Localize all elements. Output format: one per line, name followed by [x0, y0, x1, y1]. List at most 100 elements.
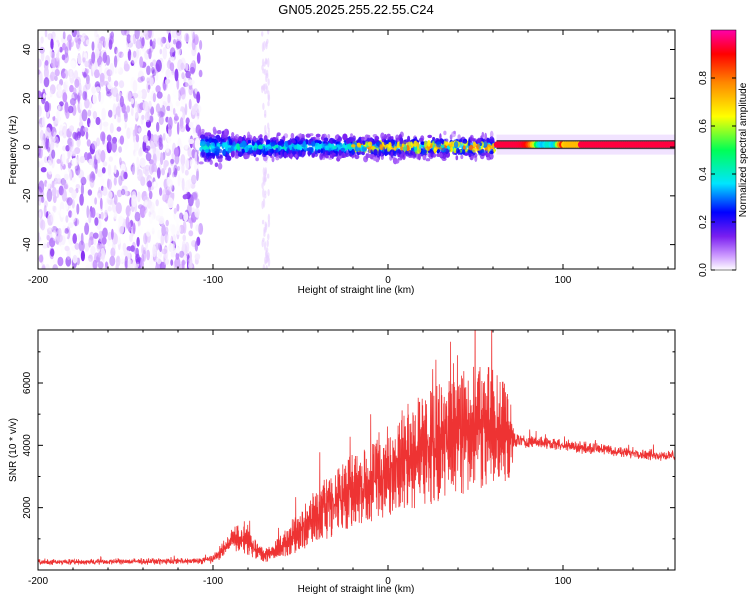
noise-cell [93, 158, 98, 170]
noise-cell [99, 174, 106, 185]
noise-cell [49, 237, 56, 248]
ridge-cell [453, 141, 459, 149]
noise-cell [115, 48, 120, 58]
noise-cell [180, 200, 185, 209]
noise-cell [190, 171, 194, 180]
streak-cell [267, 101, 270, 107]
heatmap-y-tick-label: -20 [22, 188, 33, 203]
noise-cell [149, 205, 154, 214]
streak-cell [265, 40, 268, 47]
noise-cell [101, 236, 107, 245]
ridge-cell [314, 139, 320, 144]
ridge-cell [350, 133, 353, 137]
noise-cell [152, 171, 158, 179]
noise-cell [175, 40, 182, 49]
ridge-cell [397, 157, 403, 161]
noise-cell [61, 72, 66, 79]
noise-cell [68, 210, 73, 218]
noise-cell [108, 156, 114, 162]
noise-cell [194, 137, 201, 151]
noise-cell [132, 80, 138, 93]
streak-cell [262, 198, 266, 208]
noise-cell [82, 57, 86, 63]
noise-cell [54, 209, 60, 215]
noise-cell [188, 121, 194, 129]
ridge-cell [389, 149, 395, 153]
noise-cell [118, 215, 124, 226]
ridge-cell [392, 157, 398, 165]
noise-cell [104, 209, 108, 218]
noise-cell [52, 230, 57, 242]
noise-cell [127, 259, 134, 269]
noise-cell [140, 258, 144, 269]
noise-cell [53, 131, 57, 142]
ridge-cell [421, 147, 427, 155]
noise-cell [45, 127, 51, 139]
ridge-cell [388, 142, 392, 149]
noise-cell [86, 74, 90, 85]
noise-cell [161, 248, 168, 255]
ridge-cell [358, 137, 362, 144]
noise-cell [144, 135, 149, 142]
noise-cell [191, 30, 195, 40]
noise-cell [112, 86, 119, 98]
ridge-cell [372, 156, 376, 161]
noise-cell [123, 111, 128, 123]
noise-cell [64, 173, 69, 181]
noise-cell [162, 46, 167, 60]
noise-cell [38, 208, 43, 219]
noise-cell [113, 55, 118, 68]
noise-cell [92, 111, 98, 120]
noise-cell [141, 114, 145, 121]
noise-cell [47, 227, 53, 235]
noise-cell [93, 232, 99, 239]
ridge-cell [324, 145, 330, 151]
noise-cell [184, 32, 190, 43]
noise-cell [112, 241, 116, 252]
ridge-cell [312, 153, 315, 158]
noise-cell [97, 169, 104, 178]
ridge-cell [209, 134, 215, 138]
noise-cell [78, 83, 82, 94]
noise-cell [159, 48, 163, 55]
noise-cell [46, 188, 53, 202]
streak-cell [267, 189, 270, 197]
ridge-cell [416, 142, 420, 149]
ridge-cell [211, 148, 216, 153]
streak-cell [261, 239, 264, 248]
noise-cell [167, 178, 174, 192]
noise-cell [46, 181, 51, 189]
ridge-cell [328, 138, 335, 144]
ridge-cell [294, 145, 298, 150]
noise-cell [181, 178, 185, 191]
snr-x-axis-label: Height of straight line (km) [298, 584, 415, 595]
noise-cell [169, 48, 173, 57]
noise-cell [107, 231, 113, 241]
ridge-cell [329, 154, 333, 158]
noise-cell [171, 224, 176, 237]
colorbar-tick-label: 0.4 [698, 167, 709, 181]
ridge-cell [473, 142, 477, 148]
noise-cell [150, 62, 154, 68]
noise-cell [115, 202, 122, 214]
heatmap-y-tick-label: -40 [22, 237, 33, 252]
noise-cell [76, 229, 81, 242]
ridge-cell [269, 149, 273, 153]
noise-cell [193, 132, 198, 138]
noise-cell [45, 263, 50, 269]
ridge-cell [221, 133, 225, 140]
noise-cell [163, 162, 167, 171]
noise-cell [175, 100, 180, 107]
noise-cell [60, 153, 66, 166]
noise-cell [57, 103, 61, 111]
noise-cell [102, 161, 108, 167]
noise-cell [151, 163, 158, 175]
noise-cell [75, 38, 81, 50]
ridge-cell [226, 155, 232, 161]
noise-cell [159, 187, 163, 196]
noise-cell [183, 211, 189, 222]
noise-cell [168, 116, 173, 130]
noise-cell [111, 140, 117, 153]
ridge-cell [208, 138, 212, 143]
ridge-cell [223, 128, 229, 136]
